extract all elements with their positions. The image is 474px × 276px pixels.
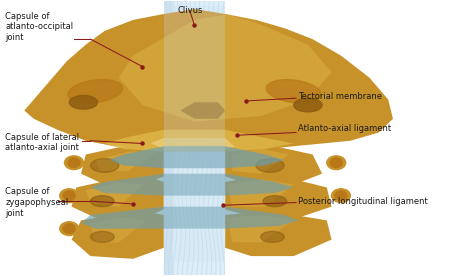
- Text: Clivus: Clivus: [178, 6, 203, 15]
- Text: Capsule of lateral
atlanto-axial joint: Capsule of lateral atlanto-axial joint: [5, 132, 80, 152]
- Ellipse shape: [266, 79, 321, 103]
- Ellipse shape: [91, 196, 114, 207]
- Polygon shape: [228, 215, 294, 242]
- Polygon shape: [164, 1, 173, 275]
- Text: Atlanto-axial ligament: Atlanto-axial ligament: [299, 124, 392, 133]
- Polygon shape: [164, 6, 225, 262]
- Polygon shape: [232, 149, 289, 174]
- Ellipse shape: [68, 158, 80, 168]
- Ellipse shape: [91, 231, 114, 242]
- Ellipse shape: [60, 189, 79, 203]
- Polygon shape: [91, 174, 294, 196]
- Ellipse shape: [64, 224, 75, 233]
- Ellipse shape: [330, 158, 342, 168]
- Polygon shape: [225, 176, 331, 218]
- Ellipse shape: [69, 95, 98, 109]
- Ellipse shape: [261, 231, 284, 242]
- Polygon shape: [225, 212, 331, 256]
- Polygon shape: [164, 1, 225, 275]
- Ellipse shape: [60, 222, 79, 235]
- Polygon shape: [24, 9, 393, 149]
- Polygon shape: [95, 152, 156, 171]
- Ellipse shape: [64, 156, 83, 169]
- Ellipse shape: [335, 191, 347, 200]
- Polygon shape: [180, 102, 225, 119]
- Ellipse shape: [91, 159, 119, 172]
- Polygon shape: [228, 179, 294, 207]
- Ellipse shape: [327, 156, 346, 169]
- Ellipse shape: [331, 189, 350, 203]
- Polygon shape: [72, 212, 164, 259]
- Ellipse shape: [256, 159, 284, 172]
- Text: Posterior longitudinal ligament: Posterior longitudinal ligament: [299, 197, 428, 206]
- Ellipse shape: [68, 79, 123, 103]
- Text: Capsule of
zygapophyseal
joint: Capsule of zygapophyseal joint: [5, 187, 69, 218]
- Ellipse shape: [263, 196, 287, 207]
- Polygon shape: [119, 14, 331, 121]
- Polygon shape: [91, 218, 147, 242]
- Polygon shape: [72, 176, 164, 220]
- Ellipse shape: [64, 191, 75, 200]
- Ellipse shape: [294, 98, 322, 112]
- Polygon shape: [81, 144, 164, 185]
- Text: Capsule of
atlanto-occipital
joint: Capsule of atlanto-occipital joint: [5, 12, 73, 42]
- Text: Tectorial membrane: Tectorial membrane: [299, 92, 383, 101]
- Polygon shape: [105, 130, 294, 152]
- Polygon shape: [86, 182, 143, 207]
- Polygon shape: [109, 146, 284, 168]
- Polygon shape: [81, 207, 299, 229]
- Polygon shape: [225, 144, 322, 185]
